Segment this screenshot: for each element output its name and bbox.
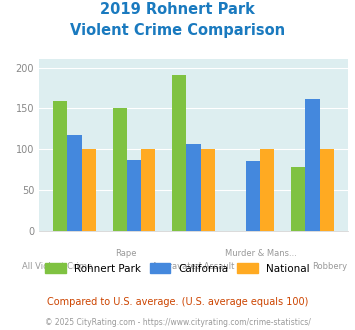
Text: Violent Crime Comparison: Violent Crime Comparison — [70, 23, 285, 38]
Bar — [260, 149, 274, 231]
Text: © 2025 CityRating.com - https://www.cityrating.com/crime-statistics/: © 2025 CityRating.com - https://www.city… — [45, 318, 310, 327]
Bar — [186, 144, 201, 231]
Bar — [291, 167, 305, 231]
Bar — [305, 99, 320, 231]
Bar — [201, 149, 215, 231]
Text: All Violent Crime: All Violent Crime — [22, 262, 93, 271]
Text: 2019 Rohnert Park: 2019 Rohnert Park — [100, 2, 255, 16]
Bar — [141, 149, 155, 231]
Bar — [82, 149, 96, 231]
Text: Murder & Mans...: Murder & Mans... — [225, 249, 297, 258]
Text: Compared to U.S. average. (U.S. average equals 100): Compared to U.S. average. (U.S. average … — [47, 297, 308, 307]
Bar — [53, 101, 67, 231]
Bar — [67, 135, 82, 231]
Bar — [246, 161, 260, 231]
Text: Rape: Rape — [115, 249, 136, 258]
Bar — [320, 149, 334, 231]
Bar — [127, 160, 141, 231]
Legend: Rohnert Park, California, National: Rohnert Park, California, National — [45, 263, 310, 274]
Text: Robbery: Robbery — [312, 262, 347, 271]
Bar — [172, 75, 186, 231]
Text: Aggravated Assault: Aggravated Assault — [152, 262, 235, 271]
Bar — [113, 109, 127, 231]
